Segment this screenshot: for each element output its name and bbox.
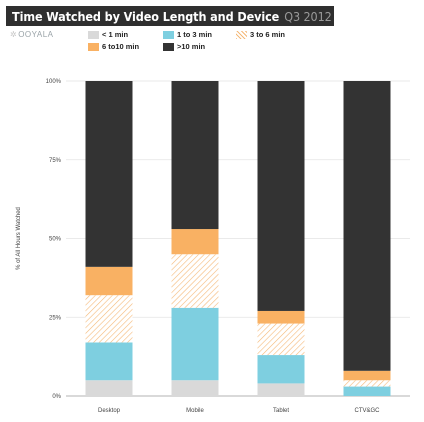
y-tick-label: 50% bbox=[49, 237, 62, 243]
x-tick-label: CTV&GC bbox=[354, 408, 380, 414]
logo-mark-icon: ✲ bbox=[10, 30, 18, 39]
y-tick-label: 75% bbox=[49, 158, 62, 164]
y-tick-labels: 0% 25% 50% 75% 100% bbox=[46, 79, 62, 400]
legend-item-gt10: >10 min bbox=[163, 42, 205, 51]
legend-label-6to10: 6 to10 min bbox=[102, 42, 140, 51]
bar-segment-1to3 bbox=[343, 386, 391, 396]
y-axis-label: % of All Hours Watched bbox=[16, 207, 22, 270]
bar-segment-gt10 bbox=[171, 81, 219, 230]
bar-segment-3to6 bbox=[343, 380, 391, 387]
bar-segment-3to6 bbox=[171, 254, 219, 308]
legend-label-3to6: 3 to 6 min bbox=[250, 30, 286, 39]
ooyala-logo: ✲OOYALA bbox=[10, 30, 54, 39]
legend-item-3to6: 3 to 6 min bbox=[236, 30, 285, 39]
bar-segment-6to10 bbox=[343, 370, 391, 381]
bar-segment-1to3 bbox=[257, 355, 305, 384]
bar-segment-3to6 bbox=[257, 323, 305, 356]
legend-swatch-lt1 bbox=[88, 30, 99, 39]
y-tick-label: 25% bbox=[49, 315, 62, 321]
legend-label-lt1: < 1 min bbox=[102, 30, 129, 39]
x-tick-label: Tablet bbox=[273, 408, 289, 414]
legend-item-lt1: < 1 min bbox=[88, 30, 128, 39]
chart-title-text: Time Watched by Video Length and Device bbox=[12, 8, 280, 24]
bar-segment-6to10 bbox=[257, 310, 305, 324]
bar-segment-lt1 bbox=[85, 380, 133, 396]
logo-text: OOYALA bbox=[18, 30, 54, 39]
bar-segment-gt10 bbox=[257, 81, 305, 311]
legend-label-gt10: >10 min bbox=[177, 42, 206, 51]
bar-segment-gt10 bbox=[343, 81, 391, 371]
bar-segment-1to3 bbox=[85, 342, 133, 381]
legend-label-1to3: 1 to 3 min bbox=[177, 30, 213, 39]
y-tick-label: 0% bbox=[52, 394, 61, 400]
legend-swatch-6to10 bbox=[88, 42, 99, 51]
bar-segment-6to10 bbox=[171, 229, 219, 255]
legend-item-1to3: 1 to 3 min bbox=[163, 30, 212, 39]
y-tick-label: 100% bbox=[46, 79, 62, 85]
bar-segment-gt10 bbox=[85, 81, 133, 267]
chart-legend: < 1 min 1 to 3 min 3 to 6 min 6 to10 min… bbox=[88, 30, 328, 60]
bar-segment-lt1 bbox=[171, 380, 219, 396]
legend-swatch-1to3 bbox=[163, 30, 174, 39]
x-tick-label: Desktop bbox=[98, 408, 121, 414]
chart-title-period: Q3 2012 bbox=[284, 8, 332, 24]
x-tick-labels: Desktop Mobile Tablet CTV&GC bbox=[98, 408, 380, 414]
legend-swatch-gt10 bbox=[163, 42, 174, 51]
bar-segment-6to10 bbox=[85, 266, 133, 296]
bar-segment-lt1 bbox=[257, 383, 305, 396]
x-tick-label: Mobile bbox=[186, 408, 204, 414]
legend-swatch-3to6 bbox=[236, 30, 247, 39]
legend-item-6to10: 6 to10 min bbox=[88, 42, 139, 51]
bar-segment-3to6 bbox=[85, 295, 133, 343]
bar-segment-1to3 bbox=[171, 307, 219, 381]
chart-title: Time Watched by Video Length and Device … bbox=[6, 6, 334, 26]
bars bbox=[85, 81, 391, 396]
